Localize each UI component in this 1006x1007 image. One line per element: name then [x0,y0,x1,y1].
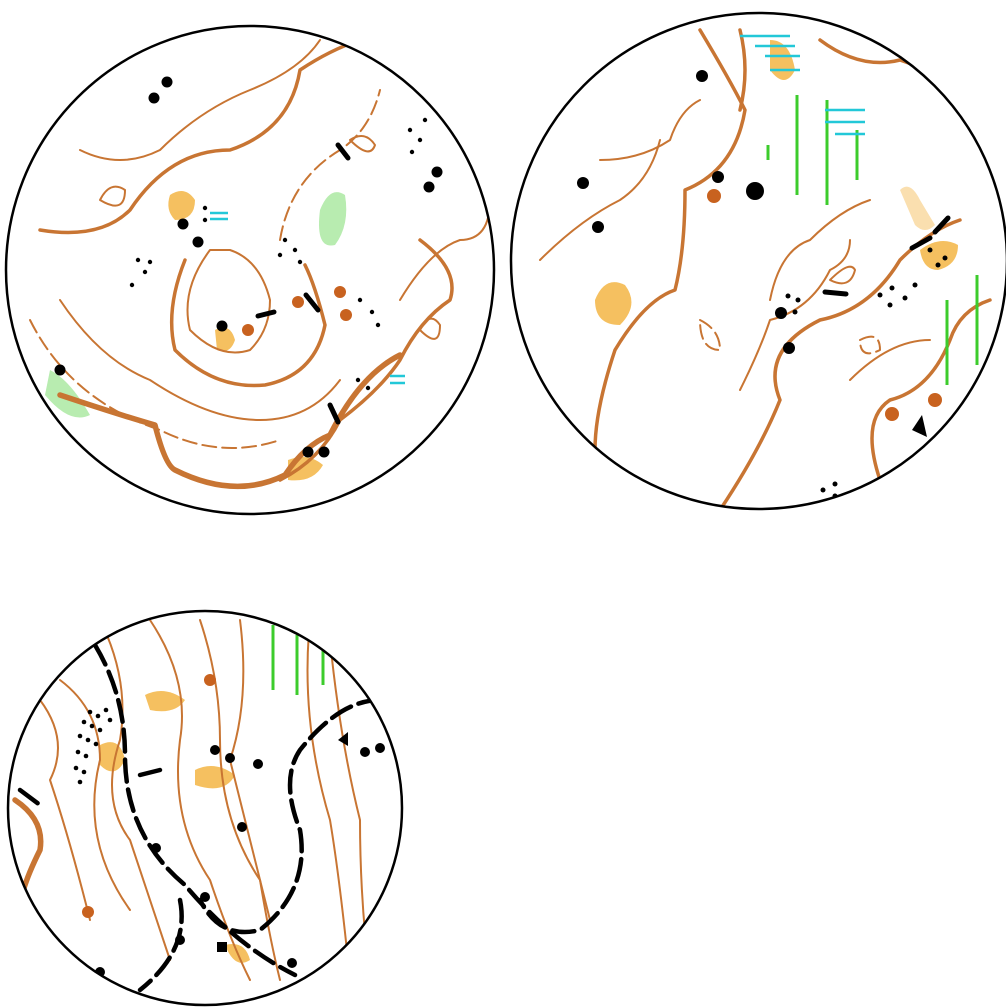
map-excerpt-1 [29,38,491,490]
map-excerpt-2 [539,28,992,509]
excerpt-1-rim [4,24,496,516]
excerpt-2-rim [509,11,1006,511]
excerpt-3-rim [6,609,404,1007]
map-excerpt-3 [12,619,385,993]
